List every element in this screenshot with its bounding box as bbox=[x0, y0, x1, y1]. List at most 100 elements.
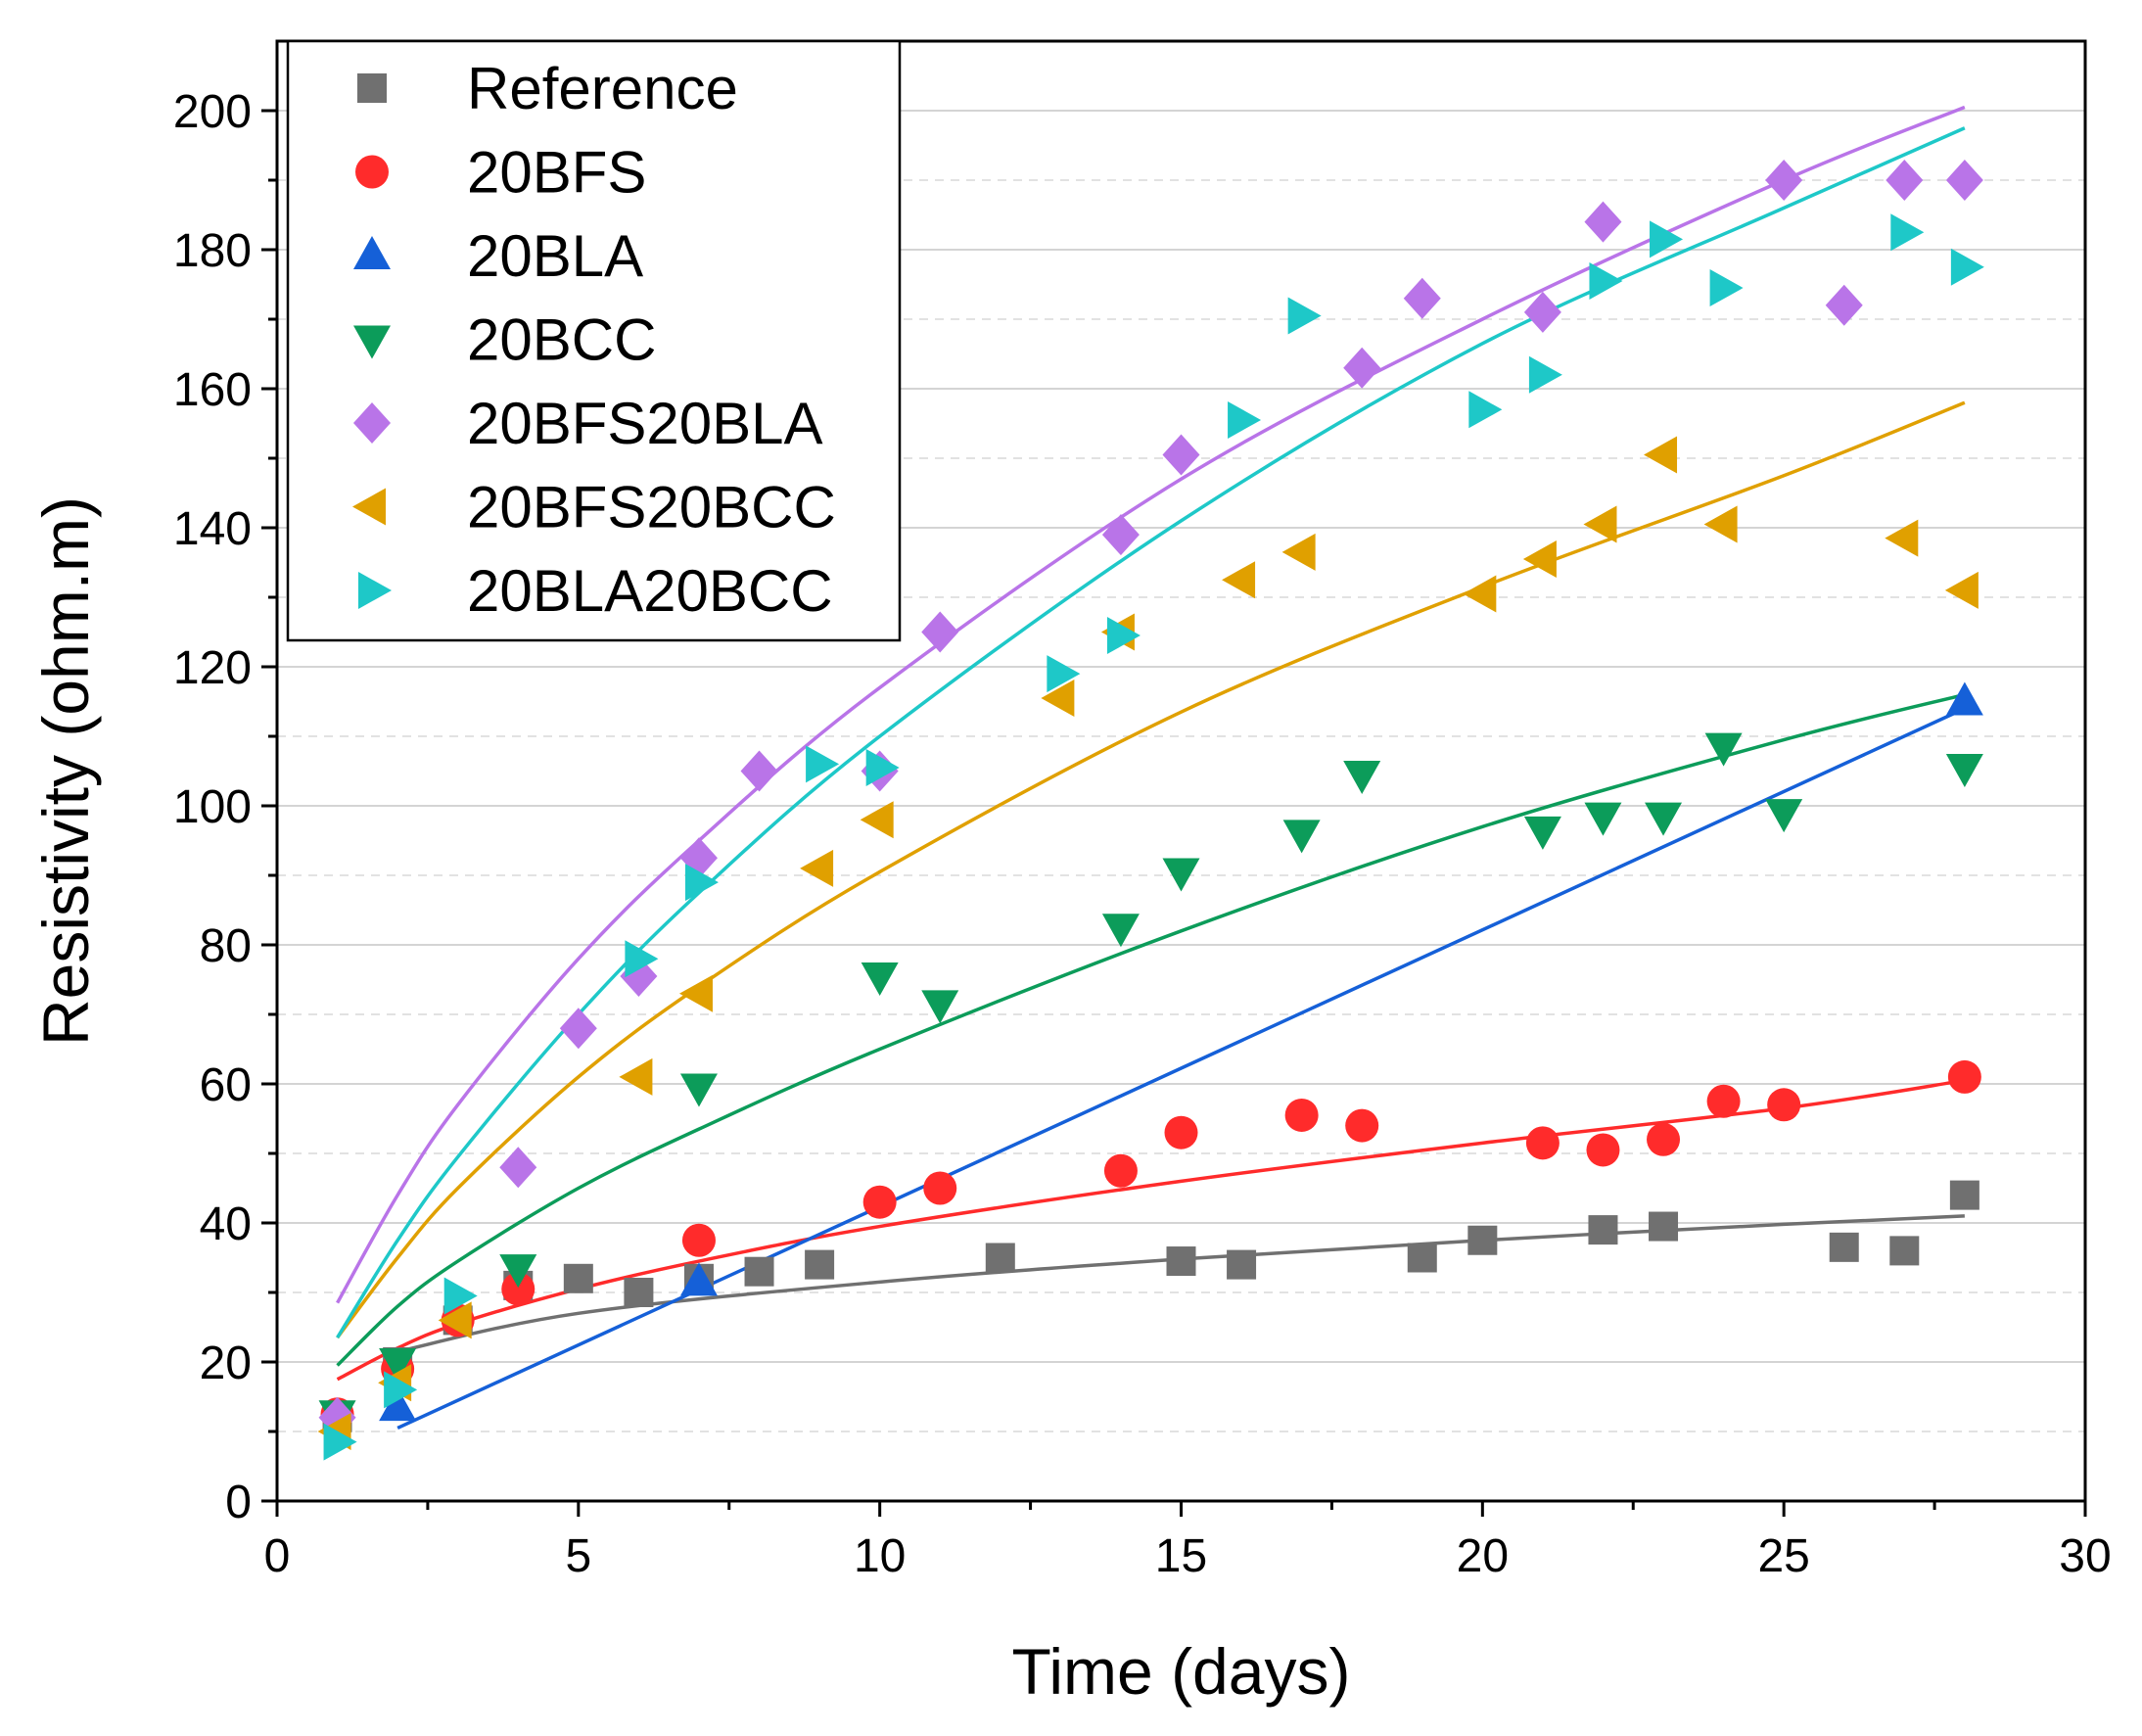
legend-item-20bla: 20BLA bbox=[353, 223, 643, 289]
point-20bfs20bcc bbox=[860, 801, 894, 839]
point-reference bbox=[1829, 1232, 1859, 1262]
point-20bcc bbox=[1765, 799, 1803, 833]
legend-marker-20bla bbox=[353, 236, 391, 269]
point-reference bbox=[985, 1243, 1015, 1273]
point-20bcc bbox=[1101, 914, 1140, 948]
point-20bfs20bla bbox=[1101, 514, 1140, 556]
y-tick-label: 100 bbox=[173, 781, 252, 833]
y-tick-label: 180 bbox=[173, 225, 252, 277]
legend-item-20bfs20bcc: 20BFS20BCC bbox=[352, 475, 836, 540]
series-20bla bbox=[379, 681, 1983, 1422]
series-20bla20bcc bbox=[323, 213, 1984, 1461]
legend-item-20bfs: 20BFS bbox=[355, 140, 646, 206]
point-20bla20bcc bbox=[384, 1371, 418, 1409]
y-tick-label: 40 bbox=[200, 1198, 252, 1250]
point-20bcc bbox=[1282, 820, 1321, 854]
y-tick-label: 0 bbox=[225, 1477, 252, 1528]
point-20bla20bcc bbox=[625, 940, 659, 978]
point-20bla20bcc bbox=[1287, 297, 1322, 335]
point-20bfs bbox=[1164, 1115, 1198, 1150]
point-20bfs20bcc bbox=[1041, 679, 1075, 717]
legend-label: 20BFS20BCC bbox=[467, 475, 836, 540]
legend-item-20bfs20bla: 20BFS20BLA bbox=[353, 391, 823, 456]
point-20bfs20bla bbox=[1343, 347, 1381, 389]
point-20bfs bbox=[1586, 1133, 1620, 1167]
point-20bcc bbox=[1704, 732, 1743, 767]
y-tick-label: 160 bbox=[173, 364, 252, 416]
point-20bfs bbox=[501, 1272, 536, 1306]
point-20bfs bbox=[1345, 1108, 1379, 1143]
point-20bla20bcc bbox=[865, 748, 900, 786]
point-20bfs20bcc bbox=[1463, 575, 1497, 613]
fit-line-20bla20bcc bbox=[336, 126, 1966, 1339]
point-20bcc bbox=[679, 1073, 718, 1107]
fit-line-20bla bbox=[396, 707, 1966, 1431]
point-reference bbox=[1649, 1211, 1679, 1242]
legend-label: 20BFS20BLA bbox=[467, 391, 823, 456]
point-20bla20bcc bbox=[1528, 355, 1562, 394]
x-tick-label: 25 bbox=[1757, 1530, 1809, 1582]
point-20bfs20bla bbox=[1765, 160, 1803, 201]
point-20bcc bbox=[1645, 802, 1683, 836]
point-20bla20bcc bbox=[1709, 269, 1744, 307]
legend: Reference20BFS20BLA20BCC20BFS20BLA20BFS2… bbox=[286, 39, 902, 642]
legend-label: Reference bbox=[467, 56, 738, 121]
point-20bfs20bcc bbox=[1522, 540, 1557, 578]
point-20bfs20bcc bbox=[800, 849, 834, 887]
y-tick-label: 80 bbox=[200, 920, 252, 972]
fit-line-20bfs bbox=[336, 1078, 1966, 1382]
point-20bcc bbox=[1945, 753, 1983, 787]
legend-item-20bcc: 20BCC bbox=[353, 307, 656, 373]
point-20bfs bbox=[862, 1185, 897, 1219]
point-20bfs bbox=[923, 1171, 957, 1205]
point-20bfs bbox=[1647, 1122, 1681, 1156]
x-axis-title: Time (days) bbox=[1012, 1635, 1351, 1708]
point-20bcc bbox=[379, 1348, 417, 1382]
point-20bfs20bcc bbox=[1644, 436, 1678, 474]
point-20bfs20bcc bbox=[1281, 533, 1316, 571]
point-20bfs20bcc bbox=[619, 1057, 653, 1096]
point-20bcc bbox=[1162, 858, 1200, 892]
point-20bla20bcc bbox=[1468, 391, 1503, 429]
x-tick-label: 30 bbox=[2059, 1530, 2111, 1582]
point-20bfs bbox=[1767, 1088, 1801, 1122]
point-20bfs bbox=[1284, 1098, 1319, 1132]
x-tick-label: 0 bbox=[264, 1530, 291, 1582]
legend-box bbox=[286, 39, 902, 642]
point-20bla20bcc bbox=[1589, 261, 1623, 300]
point-reference bbox=[1227, 1249, 1257, 1280]
legend-label: 20BLA bbox=[467, 223, 643, 289]
point-20bla20bcc bbox=[1047, 655, 1081, 693]
point-20bfs20bla bbox=[740, 750, 778, 792]
point-20bfs bbox=[1525, 1126, 1560, 1160]
point-20bla bbox=[379, 1387, 417, 1422]
legend-label: 20BFS bbox=[467, 140, 646, 206]
point-20bfs20bla bbox=[1584, 201, 1622, 243]
point-20bfs20bcc bbox=[1944, 571, 1979, 609]
point-20bcc bbox=[1584, 802, 1622, 836]
point-20bla20bcc bbox=[323, 1423, 357, 1461]
point-20bcc bbox=[921, 990, 959, 1024]
point-reference bbox=[563, 1263, 593, 1293]
point-20bfs20bla bbox=[1403, 277, 1441, 319]
point-20bfs20bla bbox=[559, 1008, 597, 1050]
point-20bfs20bcc bbox=[1583, 505, 1617, 543]
x-tick-label: 5 bbox=[565, 1530, 591, 1582]
point-reference bbox=[1166, 1246, 1196, 1277]
series-reference bbox=[322, 1180, 1979, 1432]
fit-line-20bcc bbox=[336, 692, 1966, 1367]
point-20bla20bcc bbox=[806, 745, 840, 783]
y-axis-title: Resistivity (ohm.m) bbox=[29, 496, 102, 1046]
legend-item-reference: Reference bbox=[357, 56, 738, 121]
series-20bfs20bcc bbox=[317, 436, 1979, 1450]
point-20bla bbox=[1945, 681, 1983, 716]
point-20bfs20bla bbox=[921, 611, 959, 653]
point-20bfs20bla bbox=[1523, 291, 1561, 333]
legend-marker-20bcc bbox=[353, 325, 391, 359]
point-reference bbox=[1889, 1236, 1920, 1266]
point-reference bbox=[1949, 1180, 1979, 1210]
y-tick-label: 120 bbox=[173, 642, 252, 694]
point-20bla20bcc bbox=[443, 1277, 478, 1315]
x-tick-label: 10 bbox=[854, 1530, 906, 1582]
